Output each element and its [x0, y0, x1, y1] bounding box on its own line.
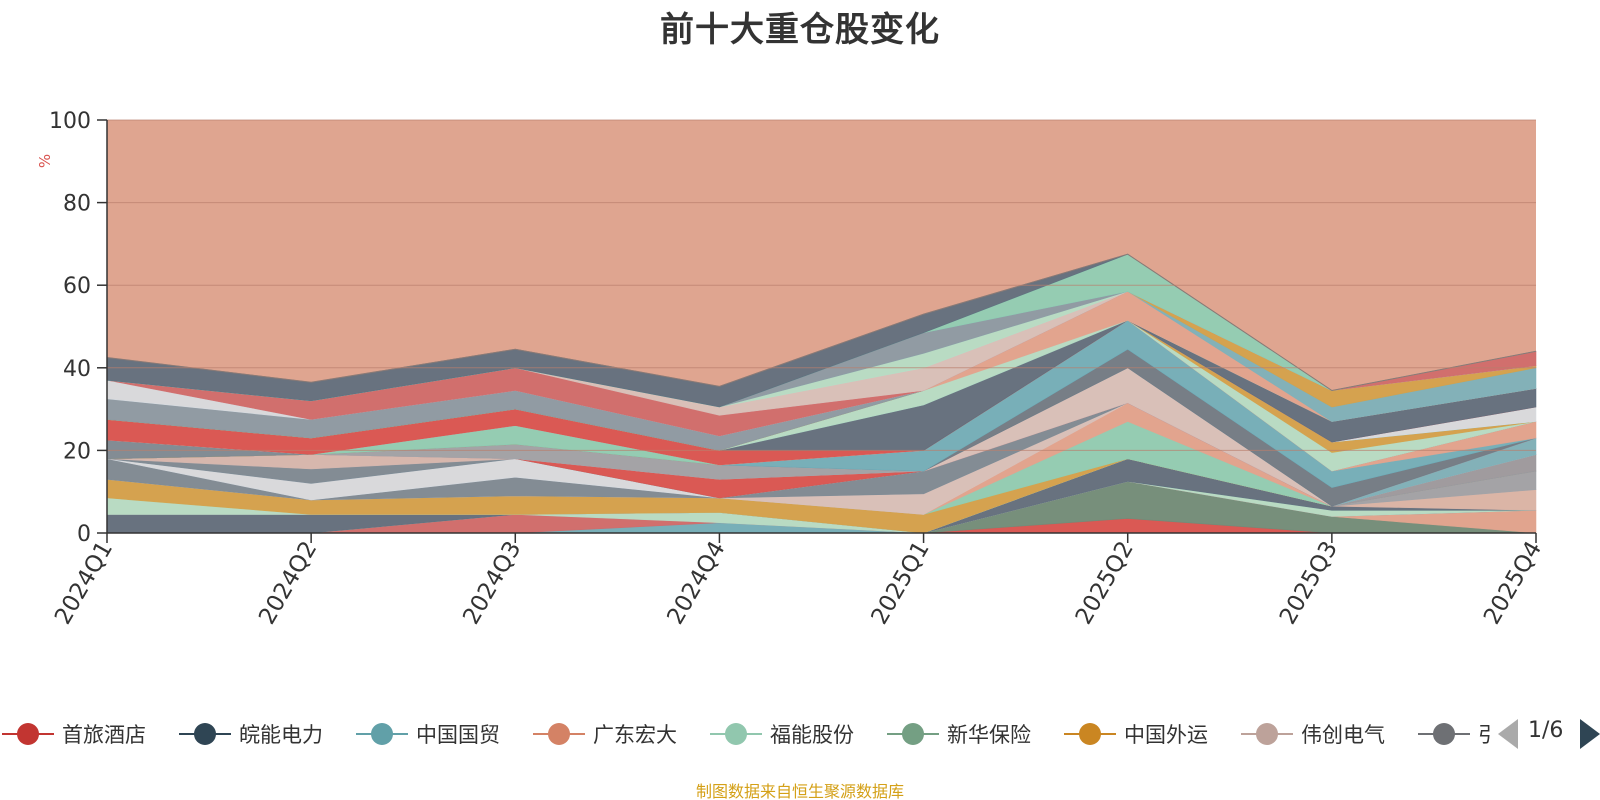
legend-marker-icon [533, 716, 585, 752]
y-tick-label-20: 20 [63, 439, 91, 464]
legend-item-7[interactable]: 伟创电气 [1241, 716, 1385, 752]
legend-item-4[interactable]: 福能股份 [710, 716, 854, 752]
x-tick-label-2024Q1: 2024Q1 [50, 537, 118, 629]
legend-pager: 1/6 [1498, 716, 1600, 752]
legend-marker-icon [1064, 716, 1116, 752]
legend-marker-icon [356, 716, 408, 752]
x-tick-label-2024Q4: 2024Q4 [662, 537, 730, 629]
legend-marker-icon [1241, 716, 1293, 752]
x-tick-label-2024Q2: 2024Q2 [254, 537, 322, 629]
legend-item-2[interactable]: 中国国贸 [356, 716, 500, 752]
y-axis-label: % [36, 154, 54, 168]
x-tick-label-2025Q3: 2025Q3 [1275, 537, 1343, 629]
x-tick-label-2025Q1: 2025Q1 [867, 537, 935, 629]
legend-label: 首旅酒店 [62, 723, 146, 747]
y-tick-label-0: 0 [77, 522, 91, 547]
legend-label: 中国国贸 [416, 723, 500, 747]
chart-title: 前十大重仓股变化 [660, 10, 940, 50]
legend-label: 广东宏大 [593, 723, 677, 747]
legend-marker-icon [2, 716, 54, 752]
legend-label: 皖能电力 [239, 723, 323, 747]
legend-item-3[interactable]: 广东宏大 [533, 716, 677, 752]
legend-label: 福能股份 [770, 723, 854, 747]
x-tick-label-2025Q2: 2025Q2 [1071, 537, 1139, 629]
legend-marker-icon [710, 716, 762, 752]
y-tick-label-60: 60 [63, 274, 91, 299]
legend-label: 伟创电气 [1301, 723, 1385, 747]
legend-page-indicator: 1/6 [1528, 718, 1564, 743]
data-source-note: 制图数据来自恒生聚源数据库 [695, 782, 904, 800]
y-tick-label-80: 80 [63, 192, 91, 217]
y-tick-label-100: 100 [49, 109, 91, 134]
legend-marker-icon [179, 716, 231, 752]
legend-item-5[interactable]: 新华保险 [887, 716, 1031, 752]
legend-item-0[interactable]: 首旅酒店 [2, 716, 146, 752]
legend-label: 中国外运 [1124, 723, 1208, 747]
legend-marker-icon [887, 716, 939, 752]
legend-marker-icon [1418, 716, 1470, 752]
legend-next-page-button[interactable] [1580, 719, 1600, 749]
legend-item-1[interactable]: 皖能电力 [179, 716, 323, 752]
legend-item-8[interactable]: 引 [1418, 716, 1490, 752]
legend-label: 引 [1478, 723, 1490, 747]
chart-legend: 首旅酒店 皖能电力 中国国贸 广东宏大 福能股份 新华保险 中国外运 伟创电气 引 [0, 716, 1490, 752]
y-tick-label-40: 40 [63, 357, 91, 382]
legend-item-6[interactable]: 中国外运 [1064, 716, 1208, 752]
legend-label: 新华保险 [947, 723, 1031, 747]
x-tick-label-2025Q4: 2025Q4 [1479, 537, 1547, 629]
x-tick-label-2024Q3: 2024Q3 [458, 537, 526, 629]
legend-prev-page-button[interactable] [1498, 719, 1518, 749]
